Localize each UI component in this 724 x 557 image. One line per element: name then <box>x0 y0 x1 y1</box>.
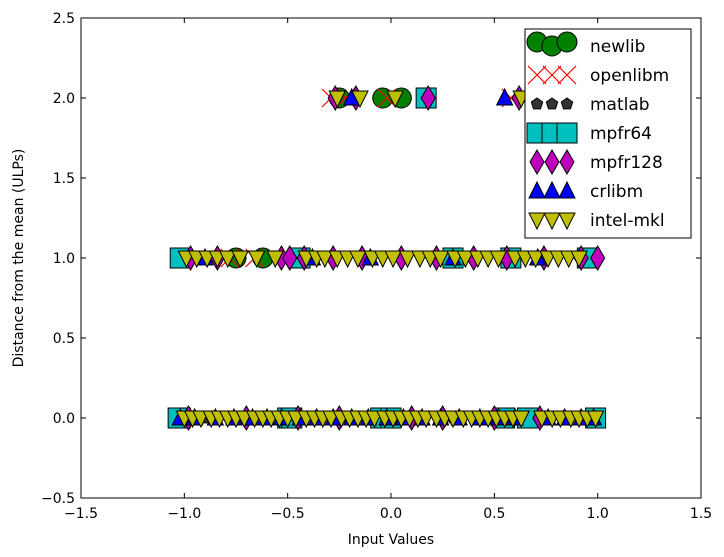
y-tick-label: 0.5 <box>53 331 75 347</box>
point-intel-mkl <box>349 250 367 269</box>
legend-marker-openlibm <box>542 65 562 85</box>
axis-ticks: −1.5 −1.0 −0.5 0.0 0.5 1.0 1.5 −0.5 0.0 0.5 1.0 1.5… <box>41 11 712 522</box>
point-intel-mkl <box>586 410 605 429</box>
point-intel-mkl <box>218 250 237 269</box>
legend-item-newlib: newlib <box>526 31 645 57</box>
point-intel-mkl <box>384 250 402 269</box>
legend-marker-openlibm <box>527 65 547 85</box>
series-matlab <box>198 251 511 424</box>
legend-label: crlibm <box>590 182 643 202</box>
legend-marker-matlab <box>530 97 544 110</box>
x-tick-label: −1.0 <box>167 506 201 522</box>
y-tick-label: 1.0 <box>53 251 75 267</box>
legend-marker-crlibm <box>558 180 576 199</box>
legend-marker-mpfr64 <box>556 122 578 144</box>
point-crlibm <box>495 87 514 106</box>
legend-label: intel-mkl <box>590 211 665 231</box>
point-intel-mkl <box>512 410 531 429</box>
point-intel-mkl <box>489 250 508 269</box>
point-mpfr128 <box>282 245 298 271</box>
x-tick-label: −0.5 <box>271 506 305 522</box>
x-tick-label: 0.5 <box>483 506 505 522</box>
legend-marker-mpfr128 <box>544 149 560 175</box>
legend-marker-intel-mkl <box>558 212 576 231</box>
point-intel-mkl <box>386 90 404 109</box>
legend-item-intel-mkl: intel-mkl <box>528 211 665 231</box>
legend: newlib openlibm matlab mpfr64 mpfr128 crlibm i… <box>524 28 692 239</box>
point-intel-mkl <box>266 250 285 269</box>
series-openlibm <box>220 88 546 268</box>
series-intel-mkl <box>175 90 605 429</box>
point-intel-mkl <box>351 90 369 109</box>
legend-marker-crlibm <box>528 180 546 199</box>
point-intel-mkl <box>316 250 334 269</box>
legend-item-crlibm: crlibm <box>528 180 643 202</box>
y-tick-label: 2.5 <box>53 11 75 27</box>
plot-marks <box>167 85 607 431</box>
legend-item-mpfr64: mpfr64 <box>526 122 652 144</box>
point-intel-mkl <box>398 250 417 269</box>
legend-label: mpfr128 <box>590 153 663 173</box>
series-newlib <box>225 87 412 269</box>
y-tick-label: −0.5 <box>41 491 75 507</box>
y-tick-label: 1.5 <box>53 171 75 187</box>
x-axis-label: Input Values <box>348 532 434 548</box>
legend-label: newlib <box>590 37 645 57</box>
point-intel-mkl <box>247 250 266 269</box>
legend-marker-matlab <box>545 97 559 110</box>
legend-label: mpfr64 <box>590 124 652 144</box>
legend-item-mpfr128: mpfr128 <box>529 149 663 175</box>
legend-marker-intel-mkl <box>543 212 561 231</box>
legend-marker-matlab <box>560 97 574 110</box>
legend-marker-mpfr128 <box>559 149 575 175</box>
legend-item-openlibm: openlibm <box>527 65 669 86</box>
point-intel-mkl <box>231 250 249 269</box>
point-intel-mkl <box>526 250 545 269</box>
legend-marker-openlibm <box>557 65 577 85</box>
legend-marker-crlibm <box>543 180 561 199</box>
point-intel-mkl <box>456 250 475 269</box>
x-tick-label: 1.0 <box>587 506 609 522</box>
legend-item-matlab: matlab <box>530 95 650 115</box>
point-mpfr128 <box>590 245 606 271</box>
point-intel-mkl <box>431 250 450 269</box>
legend-marker-newlib <box>556 31 578 53</box>
y-tick-label: 2.0 <box>53 91 75 107</box>
point-mpfr128 <box>420 85 436 111</box>
legend-label: matlab <box>590 95 650 115</box>
x-tick-label: −1.5 <box>64 506 98 522</box>
point-intel-mkl <box>328 90 347 109</box>
y-tick-label: 0.0 <box>53 411 75 427</box>
legend-marker-mpfr128 <box>529 149 545 175</box>
x-tick-label: 0.0 <box>380 506 402 522</box>
x-tick-label: 1.5 <box>690 506 712 522</box>
legend-marker-intel-mkl <box>528 212 546 231</box>
legend-label: openlibm <box>590 66 669 86</box>
point-intel-mkl <box>570 250 588 269</box>
y-axis-label: Distance from the mean (ULPs) <box>11 149 27 368</box>
